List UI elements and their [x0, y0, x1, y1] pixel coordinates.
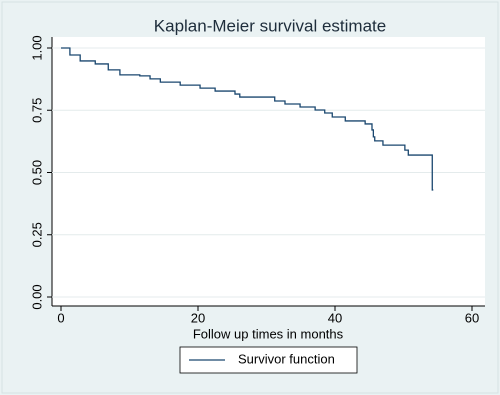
x-tick-label: 60 — [465, 310, 479, 325]
chart-title: Kaplan-Meier survival estimate — [154, 16, 386, 35]
x-tick-label: 40 — [328, 310, 342, 325]
y-tick-label: 1.00 — [29, 35, 44, 60]
y-tick-label: 0.00 — [29, 284, 44, 309]
plot-area — [52, 37, 485, 306]
y-tick-label: 0.50 — [29, 160, 44, 185]
legend-label: Survivor function — [238, 351, 335, 366]
x-tick-label: 0 — [57, 310, 64, 325]
x-tick-label: 20 — [191, 310, 205, 325]
survival-line — [61, 47, 434, 191]
x-axis-label: Follow up times in months — [193, 326, 344, 341]
y-tick-label: 0.75 — [29, 98, 44, 123]
y-tick-label: 0.25 — [29, 222, 44, 247]
